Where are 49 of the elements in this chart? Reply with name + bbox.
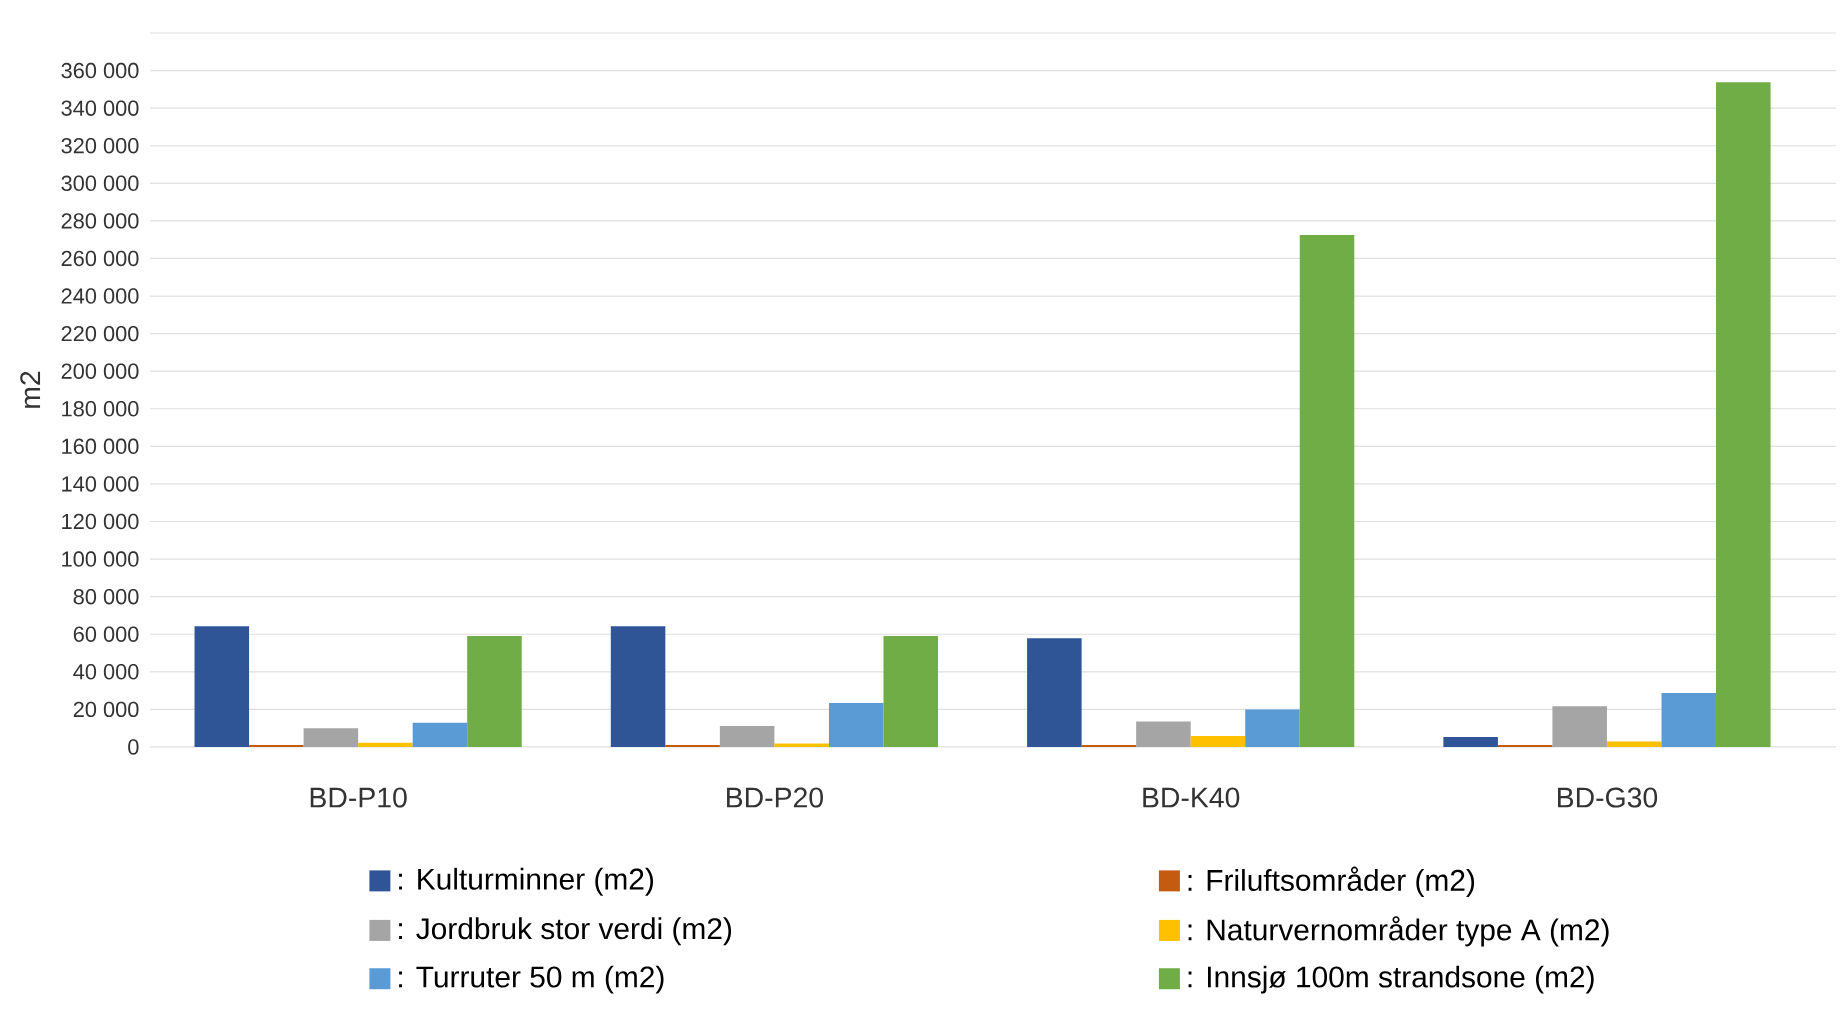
bar (1661, 693, 1717, 747)
bar (1443, 737, 1498, 747)
bar (1552, 706, 1607, 747)
y-tick-label: 100 000 (62, 551, 139, 567)
y-tick-label: 120 000 (62, 513, 139, 530)
legend-label: : Turruter 50 m (m2) (399, 965, 664, 994)
y-tick-label: 360 000 (61, 62, 139, 79)
bar (1027, 638, 1082, 747)
y-tick-label: 300 000 (61, 175, 139, 192)
bar (194, 626, 250, 747)
bar (719, 726, 775, 747)
bar (1190, 736, 1246, 747)
y-tick-label: 240 000 (61, 288, 139, 304)
y-tick-label: 160 000 (62, 438, 139, 455)
x-tick-label: BD-G30 (1558, 787, 1658, 808)
y-tick-label: 280 000 (61, 213, 139, 229)
bar (467, 635, 522, 747)
y-tick-label: 60 000 (73, 626, 139, 642)
bar (412, 722, 468, 747)
legend-label: : Kulturminner (m2) (399, 867, 654, 896)
y-axis-title: m2 (20, 371, 41, 408)
y-tick-label: 200 000 (61, 363, 139, 379)
bar (358, 742, 413, 747)
y-tick-label: 180 000 (62, 401, 139, 417)
bar (883, 635, 938, 747)
y-tick-label: 80 000 (73, 588, 139, 605)
legend-label: : Friluftsområder (m2) (1188, 866, 1475, 897)
bar (610, 626, 666, 747)
legend-label: : Jordbruk stor verdi (m2) (399, 917, 732, 946)
x-tick-label: BD-P10 (310, 787, 407, 808)
x-tick-label: BD-P20 (727, 787, 823, 808)
y-tick-label: 40 000 (73, 664, 139, 680)
bar (1245, 709, 1300, 747)
bar (1299, 235, 1355, 747)
y-tick-label: 20 000 (73, 701, 139, 718)
y-tick-label: 320 000 (61, 138, 139, 154)
bar (1716, 82, 1771, 747)
legend-label: : Innsjø 100m strandsone (m2) (1188, 965, 1594, 994)
bar (1606, 741, 1662, 747)
bar (1136, 721, 1191, 747)
x-tick-label: BD-K40 (1143, 787, 1240, 808)
y-tick-label: 220 000 (61, 325, 139, 342)
y-tick-label: 140 000 (62, 476, 139, 492)
y-tick-label: 0 (128, 739, 139, 755)
y-tick-label: 260 000 (61, 250, 139, 267)
bar (828, 703, 884, 747)
y-tick-label: 340 000 (61, 100, 139, 116)
legend-label: : Naturvernområder type A (m2) (1188, 916, 1609, 947)
bar (303, 728, 359, 747)
